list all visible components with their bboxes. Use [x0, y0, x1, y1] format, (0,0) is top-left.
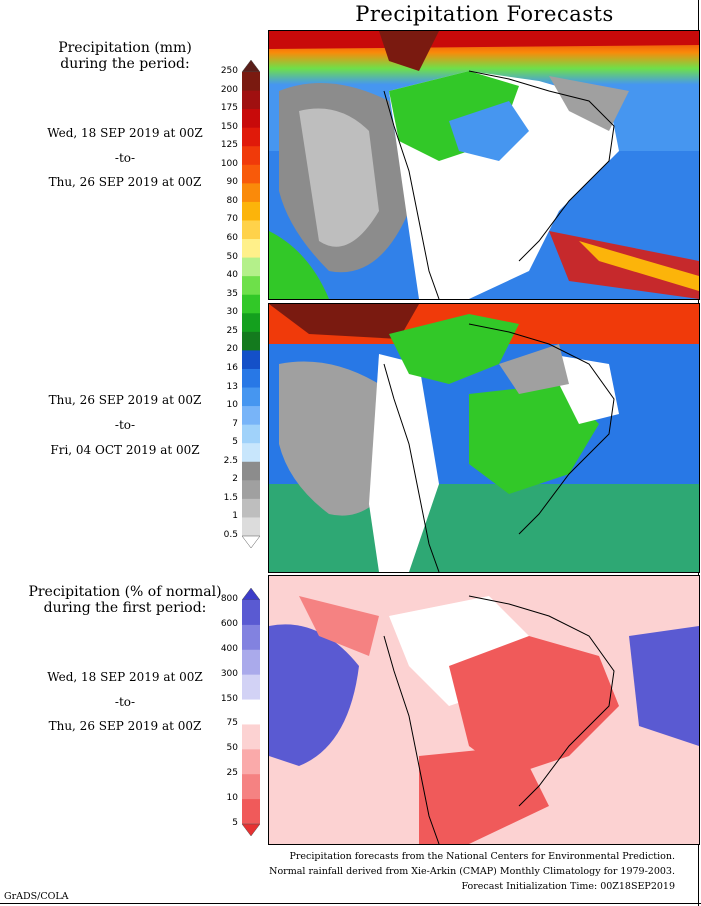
precip-colorbar-swatch [242, 146, 260, 166]
percent-colorbar-tick-label: 50 [226, 743, 238, 754]
precip-colorbar-swatch [242, 368, 260, 389]
percent-colorbar-tick-label: 10 [226, 793, 238, 804]
precip-colorbar-swatch [242, 239, 260, 259]
precip-colorbar-tick-label: 2 [232, 474, 238, 485]
precip-colorbar-tick-label: 1.5 [223, 492, 238, 503]
percent-colorbar-tick-label: 800 [220, 594, 238, 604]
percent-colorbar-swatch [242, 774, 260, 800]
precip-colorbar-swatch [242, 183, 260, 203]
precip-colorbar-tick-label: 50 [226, 251, 238, 262]
precip-colorbar-swatch [242, 313, 260, 333]
percent-normal-map [268, 575, 700, 845]
precip-colorbar-tick-label: 16 [226, 362, 238, 373]
percent-colorbar [241, 587, 261, 837]
precip-colorbar-tick-label: 250 [220, 66, 238, 76]
precip-colorbar-swatch [242, 109, 260, 129]
precip-colorbar-tick-label: 1 [232, 511, 238, 522]
precip-colorbar-tick-label: 30 [226, 307, 238, 318]
percent-colorbar-tick-label: 5 [232, 818, 238, 828]
precip-colorbar-tick-label: 7 [232, 418, 238, 429]
period2-end: Fri, 04 OCT 2019 at 00Z [50, 443, 200, 457]
percent-colorbar-swatch [242, 749, 260, 775]
precip-colorbar-tick-label: 5 [232, 437, 238, 448]
precip-colorbar-swatch [242, 331, 260, 351]
precip-colorbar-swatch [242, 517, 260, 537]
precip-colorbar-tick-label: 200 [220, 84, 238, 95]
percent-colorbar-tick-label: 75 [226, 718, 238, 729]
period1-start: Wed, 18 SEP 2019 at 00Z [47, 126, 203, 140]
page-title: Precipitation Forecasts [355, 2, 614, 26]
precip-colorbar-tick-label: 25 [226, 325, 238, 336]
precip-colorbar-tick-label: 90 [226, 177, 238, 188]
percent-period-end: Thu, 26 SEP 2019 at 00Z [48, 719, 202, 733]
page-border-bottom [0, 903, 701, 904]
precip-colorbar-tick-label: 70 [226, 214, 238, 225]
precip-colorbar-swatch [242, 406, 260, 426]
percent-colorbar-tick-label: 600 [220, 618, 238, 629]
percent-colorbar-swatch [242, 674, 260, 701]
precip-map-period1 [268, 30, 700, 300]
percent-colorbar-swatch [242, 649, 260, 676]
percent-colorbar-arrow-top [241, 587, 261, 601]
precip-colorbar-tick-label: 13 [226, 381, 238, 392]
precip-colorbar-swatch [242, 220, 260, 240]
percent-colorbar-tick-label: 400 [220, 643, 238, 654]
precip-colorbar-swatch [242, 164, 260, 184]
precip-colorbar-tick-label: 20 [226, 344, 238, 355]
precip-colorbar-swatch [242, 498, 260, 518]
percent-colorbar-swatch [242, 699, 260, 725]
precip-colorbar-tick-label: 175 [220, 103, 238, 114]
precip-colorbar-tick-label: 80 [226, 195, 238, 206]
precip-colorbar-swatch [242, 424, 260, 444]
precip-map-period2 [268, 303, 700, 573]
percent-colorbar-tick-label: 25 [226, 768, 238, 779]
period2-sep: -to- [114, 418, 136, 432]
precip-colorbar-tick-label: 0.5 [223, 530, 238, 540]
precip-colorbar-swatch [242, 72, 260, 92]
precip-colorbar-tick-label: 35 [226, 288, 238, 299]
percent-colorbar-tick-label: 300 [220, 668, 238, 679]
precip-colorbar-swatch [242, 480, 260, 500]
precip-colorbar-tick-label: 150 [220, 121, 238, 132]
precip-colorbar-tick-label: 100 [220, 158, 238, 169]
period1-sep: -to- [114, 151, 136, 165]
precip-colorbar-tick-label: 2.5 [223, 455, 238, 466]
precip-colorbar-svg [241, 59, 261, 549]
precip-colorbar-tick-label: 40 [226, 270, 238, 281]
precip-colorbar-arrow-bottom [241, 535, 261, 549]
percent-period-start: Wed, 18 SEP 2019 at 00Z [47, 670, 203, 684]
precip-colorbar-swatch [242, 257, 260, 277]
footer-line-1: Precipitation forecasts from the Nationa… [289, 851, 676, 862]
percent-colorbar-swatch [242, 600, 260, 626]
precip-heading: Precipitation (mm) during the period: [58, 40, 192, 72]
footer-line-3: Forecast Initialization Time: 00Z18SEP20… [461, 881, 675, 892]
precip-colorbar-tick-label: 125 [220, 140, 238, 151]
credit-label: GrADS/COLA [4, 891, 69, 902]
percent-colorbar-tick-label: 150 [220, 693, 238, 704]
precip-colorbar-swatch [242, 276, 260, 296]
percent-period-sep: -to- [114, 695, 136, 709]
precip-colorbar-arrow-top [241, 59, 261, 73]
precip-colorbar-swatch [242, 443, 260, 463]
precip-colorbar-swatch [242, 387, 260, 407]
precip-colorbar-swatch [242, 294, 260, 314]
precip-colorbar-swatch [242, 201, 260, 221]
precip-colorbar [241, 59, 261, 549]
precip-colorbar-tick-label: 10 [226, 400, 238, 411]
precip-colorbar-swatch [242, 461, 260, 481]
percent-colorbar-swatch [242, 624, 260, 651]
percent-colorbar-swatch [242, 799, 260, 825]
precip-colorbar-swatch [242, 350, 260, 370]
percent-heading: Precipitation (% of normal) during the f… [28, 584, 222, 616]
precip-colorbar-tick-label: 60 [226, 233, 238, 244]
precip-colorbar-swatch [242, 127, 260, 147]
footer-line-2: Normal rainfall derived from Xie-Arkin (… [269, 866, 675, 877]
period2-start: Thu, 26 SEP 2019 at 00Z [48, 393, 202, 407]
percent-colorbar-svg [241, 587, 261, 837]
percent-colorbar-arrow-bottom [241, 823, 261, 837]
period1-end: Thu, 26 SEP 2019 at 00Z [48, 175, 202, 189]
percent-colorbar-swatch [242, 724, 260, 750]
precip-colorbar-swatch [242, 90, 260, 110]
